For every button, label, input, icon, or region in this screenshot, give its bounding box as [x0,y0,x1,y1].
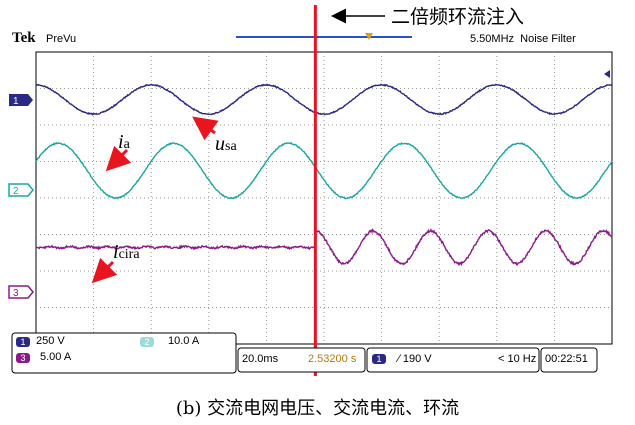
trigger-frequency: < 10 Hz [498,353,537,365]
ia-trace [35,141,613,200]
ch1-scale: 250 V [36,335,65,347]
trigger-level: ∕ 190 V [398,353,432,365]
trigger-arrow-right [604,70,610,78]
annotation-arrows [91,8,385,284]
injection-label: 二倍频环流注入 [391,6,525,28]
ch2-marker: 2 [8,183,34,197]
icira-label: icira [113,241,140,263]
traces [35,83,613,267]
ch1-marker: 1 [9,94,33,107]
grid [36,52,612,344]
icira-arrow [91,257,118,284]
timebase: 20.0ms [242,353,279,365]
trigger-t-marker [365,33,373,40]
usa-label: usa [215,133,237,155]
svg-text:2: 2 [13,186,19,197]
figure-caption: (b) 交流电网电压、交流电流、环流 [175,398,460,419]
clock: 00:22:51 [545,353,588,365]
trigger-source-badge: 1 [372,354,386,364]
status-panel-channels [11,332,237,374]
usa-trace [35,83,613,116]
noise-filter-label: 5.50MHz Noise Filter [470,33,576,45]
usa-arrow [192,116,219,141]
mode-label: PreVu [46,33,77,45]
ch1-scale-badge: 1 [16,337,30,347]
brand-logo: Tek [12,30,36,46]
status-panel-clock [540,347,598,373]
ch3-marker: 3 [8,285,34,299]
status-panel-timebase [237,347,366,373]
ia-label: ia [118,131,130,153]
svg-text:1: 1 [13,96,19,107]
ch3-scale: 5.00 A [40,351,72,363]
trigger-position: 2.53200 s [308,353,357,365]
ch2-scale: 10.0 A [168,335,200,347]
svg-text:3: 3 [13,288,19,299]
ia-arrow [105,145,132,172]
status-panel-trigger [366,347,540,373]
ch2-scale-badge: 2 [140,337,154,347]
ch3-scale-badge: 3 [16,353,30,363]
icira-trace [35,228,613,267]
